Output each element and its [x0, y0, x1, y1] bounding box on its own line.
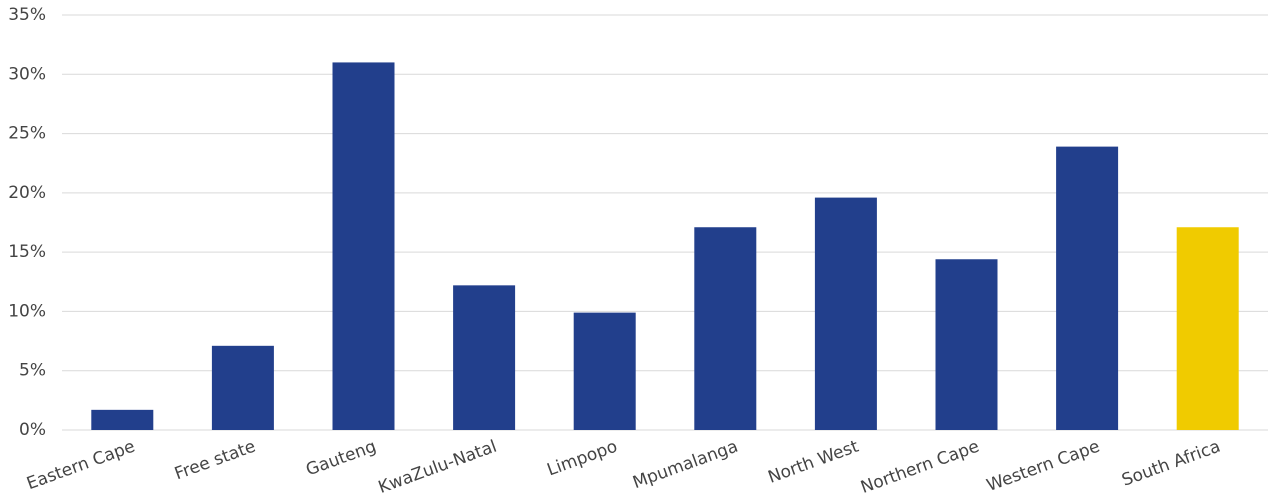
bar: [1176, 227, 1239, 430]
x-tick-label: South Africa: [1119, 437, 1223, 491]
x-tick-label: Gauteng: [303, 437, 378, 481]
x-tick-label: Free state: [172, 437, 258, 485]
bar: [1056, 146, 1119, 430]
y-tick-label: 0%: [19, 420, 46, 440]
x-tick-label: North West: [765, 436, 861, 487]
y-tick-label: 10%: [8, 301, 46, 321]
bar: [332, 62, 395, 431]
x-tick-label: Western Cape: [984, 437, 1102, 496]
bar: [573, 312, 636, 430]
bar: [211, 345, 274, 430]
bar: [91, 409, 154, 430]
y-tick-label: 30%: [8, 64, 46, 84]
y-tick-label: 15%: [8, 242, 46, 262]
bar: [694, 227, 757, 430]
bar: [453, 285, 516, 430]
y-tick-label: 35%: [8, 5, 46, 25]
bar: [935, 259, 998, 430]
x-tick-label: KwaZulu-Natal: [376, 437, 500, 498]
bar: [814, 197, 877, 430]
x-tick-label: Limpopo: [545, 437, 621, 481]
y-tick-label: 20%: [8, 183, 46, 203]
x-tick-label: Mpumalanga: [630, 437, 741, 494]
y-tick-label: 25%: [8, 124, 46, 144]
x-tick-label: Eastern Cape: [24, 437, 138, 495]
x-tick-label: Northern Cape: [858, 437, 982, 498]
y-tick-label: 5%: [19, 361, 46, 381]
